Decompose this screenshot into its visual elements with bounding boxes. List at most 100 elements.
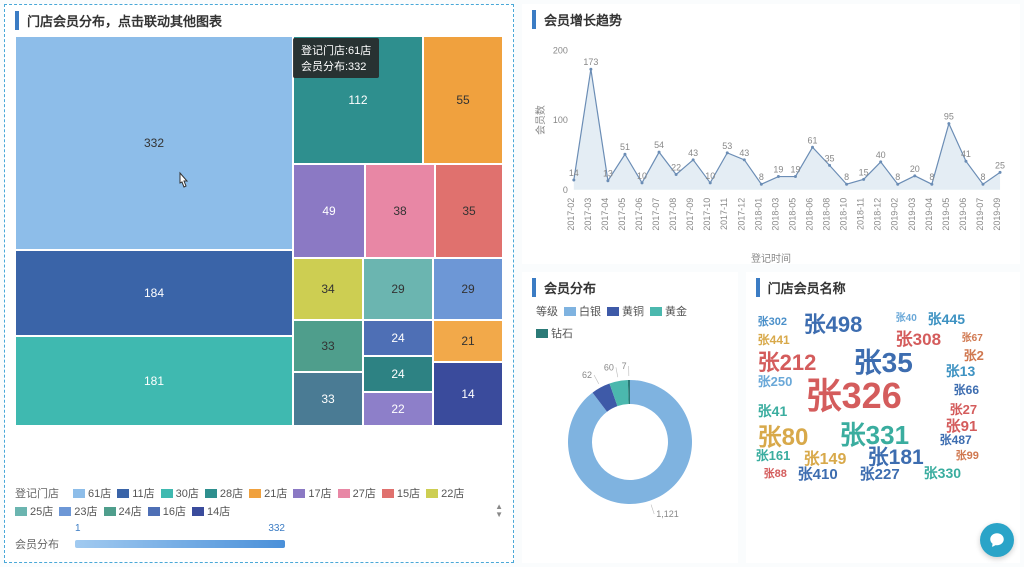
svg-text:2017-09: 2017-09: [685, 198, 695, 231]
wordcloud-word[interactable]: 张498: [804, 307, 863, 339]
wordcloud-word[interactable]: 张250: [758, 371, 793, 390]
svg-text:43: 43: [688, 148, 698, 158]
donut-chart[interactable]: 1,12162607: [545, 357, 715, 527]
wordcloud-word[interactable]: 张88: [764, 465, 787, 481]
svg-text:2018-08: 2018-08: [822, 198, 832, 231]
treemap-chart[interactable]: 3321841811125549383534292933242421332214…: [15, 36, 503, 426]
legend-item[interactable]: 22店: [426, 485, 464, 501]
svg-text:61: 61: [808, 135, 818, 145]
legend-item[interactable]: 61店: [73, 485, 111, 501]
wordcloud-word[interactable]: 张66: [954, 381, 979, 398]
svg-text:53: 53: [722, 141, 732, 151]
svg-text:2017-11: 2017-11: [719, 198, 729, 230]
donut-legend-item[interactable]: 钻石: [536, 325, 573, 341]
svg-text:25: 25: [995, 160, 1005, 170]
treemap-cell[interactable]: 55: [423, 36, 503, 164]
donut-card: 会员分布 等级 白银黄铜黄金钻石 1,12162607: [522, 272, 738, 563]
legend-item[interactable]: 28店: [205, 485, 243, 501]
svg-text:15: 15: [859, 167, 869, 177]
legend-item[interactable]: 30店: [161, 485, 199, 501]
donut-legend: 等级 白银黄铜黄金钻石: [536, 303, 728, 341]
treemap-cell[interactable]: 184: [15, 250, 293, 336]
svg-text:60: 60: [604, 362, 614, 372]
slider-track[interactable]: [75, 540, 285, 548]
trend-title: 会员增长趋势: [532, 10, 1010, 29]
svg-text:62: 62: [582, 370, 592, 380]
wordcloud-word[interactable]: 张161: [756, 445, 791, 464]
svg-text:20: 20: [910, 164, 920, 174]
treemap-cell[interactable]: 34: [293, 258, 363, 320]
svg-text:2017-06: 2017-06: [634, 198, 644, 231]
treemap-cell[interactable]: 33: [293, 372, 363, 426]
svg-text:173: 173: [583, 57, 598, 67]
wordcloud-word[interactable]: 张330: [924, 463, 961, 483]
legend-item[interactable]: 24店: [104, 503, 142, 519]
svg-text:8: 8: [929, 172, 934, 182]
wordcloud-card: 门店会员名称 张302张498张40张445张441张308张67张212张35…: [746, 272, 1020, 563]
treemap-cell[interactable]: 29: [433, 258, 503, 320]
chat-icon: [988, 531, 1006, 549]
treemap-container: 3321841811125549383534292933242421332214…: [15, 36, 503, 479]
svg-text:14: 14: [569, 168, 579, 178]
treemap-cell[interactable]: 29: [363, 258, 433, 320]
svg-text:2019-03: 2019-03: [907, 198, 917, 231]
chat-fab[interactable]: [980, 523, 1014, 557]
treemap-cell[interactable]: 24: [363, 320, 433, 356]
svg-text:40: 40: [876, 150, 886, 160]
svg-text:13: 13: [603, 169, 613, 179]
svg-text:8: 8: [981, 172, 986, 182]
legend-item[interactable]: 25店: [15, 503, 53, 519]
donut-legend-item[interactable]: 黄金: [650, 303, 687, 319]
legend-item[interactable]: 11店: [117, 485, 154, 501]
legend-item[interactable]: 21店: [249, 485, 287, 501]
treemap-cell[interactable]: 33: [293, 320, 363, 372]
svg-text:8: 8: [759, 172, 764, 182]
donut-legend-item[interactable]: 白银: [564, 303, 601, 319]
svg-text:200: 200: [553, 45, 568, 55]
wordcloud-word[interactable]: 张40: [896, 309, 917, 324]
wordcloud-word[interactable]: 张326: [806, 367, 902, 419]
treemap-cell[interactable]: 22: [363, 392, 433, 426]
svg-text:100: 100: [553, 115, 568, 125]
treemap-cell[interactable]: 24: [363, 356, 433, 392]
wordcloud-word[interactable]: 张302: [758, 313, 787, 329]
svg-text:2019-06: 2019-06: [958, 198, 968, 231]
treemap-cell[interactable]: 14: [433, 362, 503, 426]
legend-item[interactable]: 27店: [338, 485, 376, 501]
treemap-panel: 门店会员分布，点击联动其他图表 332184181112554938353429…: [4, 4, 514, 563]
treemap-cell[interactable]: 49: [293, 164, 365, 258]
svg-text:43: 43: [739, 148, 749, 158]
wordcloud-word[interactable]: 张13: [946, 361, 976, 381]
slider-row: 会员分布: [15, 536, 503, 552]
treemap-cell[interactable]: 38: [365, 164, 435, 258]
legend-item[interactable]: 23店: [59, 503, 97, 519]
svg-text:2017-10: 2017-10: [702, 198, 712, 231]
wordcloud-word[interactable]: 张99: [956, 447, 979, 463]
legend-item[interactable]: 15店: [382, 485, 420, 501]
treemap-cell[interactable]: 332: [15, 36, 293, 250]
trend-chart[interactable]: 0100200会员数142017-021732017-03132017-0451…: [532, 35, 1010, 245]
donut-wrap: 1,12162607: [532, 347, 728, 537]
legend-label: 登记门店: [15, 485, 67, 501]
wordcloud-word[interactable]: 张67: [962, 329, 983, 344]
legend-pager[interactable]: ▲▼: [495, 503, 503, 519]
legend-item[interactable]: 17店: [293, 485, 331, 501]
svg-text:会员数: 会员数: [534, 105, 547, 135]
legend-item[interactable]: 16店: [148, 503, 186, 519]
treemap-cell[interactable]: 21: [433, 320, 503, 362]
svg-text:8: 8: [895, 172, 900, 182]
donut-legend-item[interactable]: 黄铜: [607, 303, 644, 319]
svg-text:2018-10: 2018-10: [839, 198, 849, 231]
svg-text:2019-04: 2019-04: [924, 198, 934, 231]
treemap-cell[interactable]: 35: [435, 164, 503, 258]
svg-text:54: 54: [654, 140, 664, 150]
slider-min: 1: [75, 523, 81, 534]
wordcloud-word[interactable]: 张487: [940, 431, 972, 448]
wordcloud-chart[interactable]: 张302张498张40张445张441张308张67张212张35张2张13张2…: [756, 303, 1010, 523]
svg-text:2017-07: 2017-07: [651, 198, 661, 231]
treemap-cell[interactable]: 181: [15, 336, 293, 426]
wordcloud-word[interactable]: 张410: [798, 463, 838, 484]
wordcloud-word[interactable]: 张227: [860, 463, 900, 484]
legend-item[interactable]: 14店: [192, 503, 230, 519]
bottom-row: 会员分布 等级 白银黄铜黄金钻石 1,12162607 门店会员名称 张302张…: [522, 272, 1020, 563]
